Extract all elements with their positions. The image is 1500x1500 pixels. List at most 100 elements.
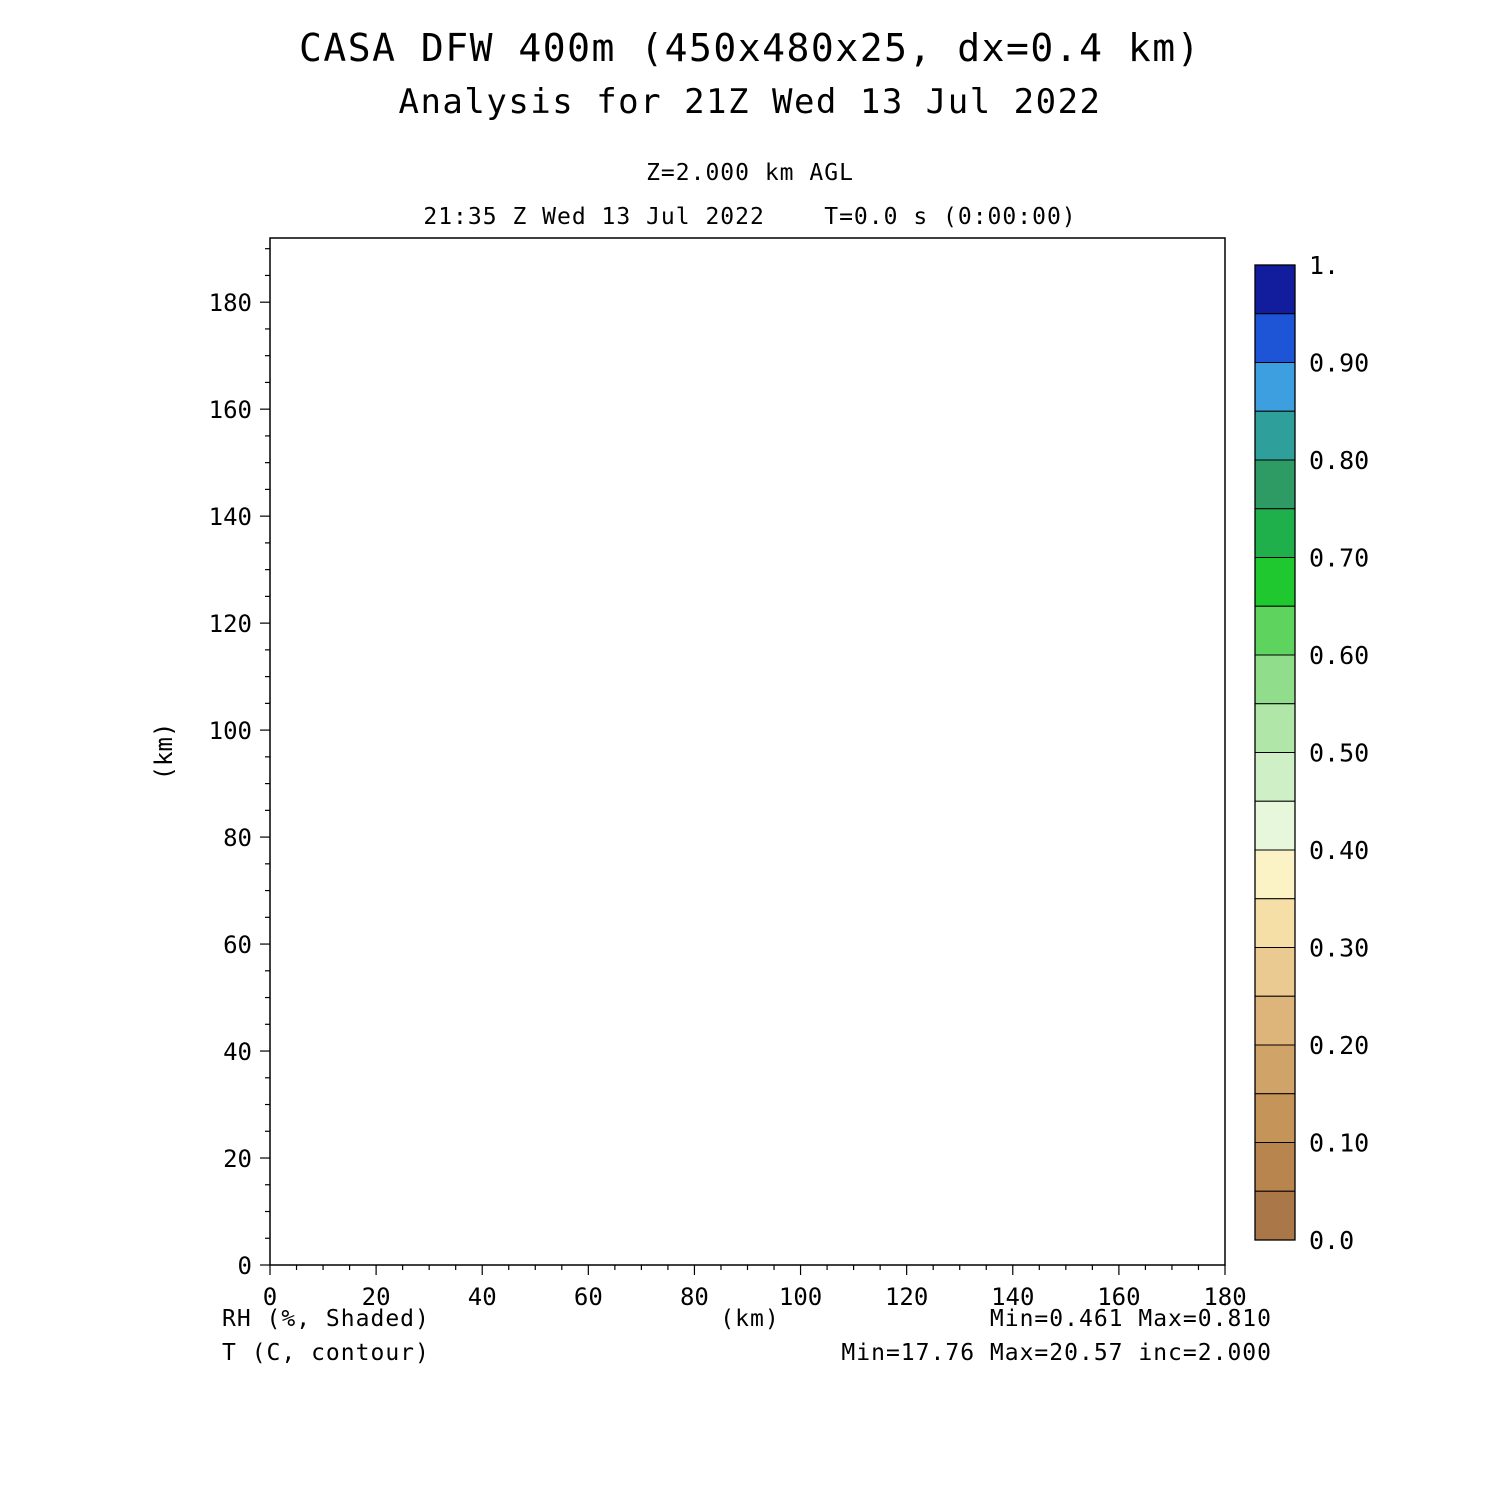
radar-range-circle xyxy=(535,521,970,960)
colorbar-cell xyxy=(1254,313,1296,363)
y-tick-label: 160 xyxy=(209,396,252,424)
station-triangle-marker xyxy=(928,666,939,676)
station-triangle-marker xyxy=(1132,1143,1143,1153)
station-triangle-marker xyxy=(970,434,981,444)
colorbar-tick-label: 0.30 xyxy=(1309,934,1369,963)
time-label: 21:35 Z Wed 13 Jul 2022 T=0.0 s (0:00:00… xyxy=(423,204,1077,230)
station-triangle-marker xyxy=(540,838,551,848)
axes: 0 20 40 60 80 100 120 140 160 180 0 20 40 60 80 100 120 1… xyxy=(150,237,1247,1311)
station-triangle-marker xyxy=(795,300,806,310)
station-triangle-marker xyxy=(715,621,726,631)
station-triangle-marker xyxy=(455,691,466,701)
station-triangle-marker xyxy=(320,1134,331,1144)
colorbar: 1. 0.90 0.80 0.70 0.60 0.50 0.40 0.30 0.20 0.10 0.… xyxy=(1254,251,1369,1255)
colorbar-cell xyxy=(1254,459,1296,510)
shade-region xyxy=(1183,1185,1225,1265)
shade-region xyxy=(270,238,652,286)
station-triangle-marker xyxy=(763,707,774,717)
station-triangle-marker xyxy=(1028,340,1039,350)
station-triangle-marker xyxy=(734,239,745,249)
station-triangle-marker xyxy=(654,1065,665,1075)
colorbar-cell xyxy=(1254,605,1296,656)
x-tick-label: 40 xyxy=(468,1283,497,1311)
colorbar-tick-label: 0.50 xyxy=(1309,739,1369,768)
station-triangle-marker xyxy=(551,787,562,797)
shade-region xyxy=(270,238,801,324)
station-triangle-marker xyxy=(540,1028,551,1038)
x-tick-label: 80 xyxy=(680,1283,709,1311)
station-triangle-marker xyxy=(880,653,891,663)
station-triangle-marker xyxy=(435,786,446,796)
temp-contour-loop xyxy=(675,826,703,869)
station-triangle-marker xyxy=(694,608,705,618)
figure-title: CASA DFW 400m (450x480x25, dx=0.4 km) xyxy=(299,26,1201,70)
station-triangle-marker xyxy=(631,474,642,484)
colorbar-tick-label: 0.80 xyxy=(1309,446,1369,475)
station-triangle-marker xyxy=(426,784,437,794)
station-triangle-marker xyxy=(975,474,986,484)
station-triangle-marker xyxy=(564,265,575,275)
station-triangle-marker xyxy=(609,586,620,596)
colorbar-border xyxy=(1254,264,1296,1241)
shade-region xyxy=(1209,1233,1225,1265)
station-triangle-marker xyxy=(705,656,716,666)
station-triangle-marker xyxy=(519,680,530,690)
station-triangle-marker xyxy=(914,495,925,505)
colorbar-cell xyxy=(1254,410,1296,461)
figure-subtitle: Analysis for 21Z Wed 13 Jul 2022 xyxy=(398,82,1102,122)
station-triangle-marker xyxy=(843,490,854,500)
station-markers xyxy=(320,239,1169,1153)
colorbar-tick-label: 1. xyxy=(1309,251,1339,280)
x-tick-label: 180 xyxy=(1203,1283,1246,1311)
colorbar-cell xyxy=(1254,362,1296,412)
station-triangle-marker xyxy=(954,608,965,618)
station-triangle-marker xyxy=(694,739,705,749)
station-triangle-marker xyxy=(1060,426,1071,436)
colorbar-tick-label: 0.70 xyxy=(1309,544,1369,573)
shade-region xyxy=(281,524,897,1265)
county-line xyxy=(397,1078,514,1265)
station-triangle-marker xyxy=(640,478,651,488)
t-min-max-stats: Min=17.76 Max=20.57 inc=2.000 xyxy=(841,1340,1272,1366)
x-tick-label: 60 xyxy=(574,1283,603,1311)
colorbar-cell xyxy=(1254,1093,1296,1143)
station-triangle-marker xyxy=(699,776,710,786)
colorbar-tick-label: 0.10 xyxy=(1309,1129,1369,1158)
station-triangle-marker xyxy=(827,974,838,984)
shade-region xyxy=(270,238,1225,784)
shade-region xyxy=(393,687,642,922)
station-triangle-marker xyxy=(328,305,339,315)
temp-contour-loop xyxy=(713,706,793,755)
station-triangle-marker xyxy=(617,707,628,717)
station-triangle-marker xyxy=(673,648,684,658)
rh-min-max-stats: Min=0.461 Max=0.810 xyxy=(989,1306,1272,1332)
colorbar-cell xyxy=(1254,752,1296,802)
county-line xyxy=(514,907,737,1078)
colorbar-cell xyxy=(1254,654,1296,705)
station-triangle-marker xyxy=(890,354,901,364)
shade-region xyxy=(323,580,774,1211)
colorbar-tick-label: 0.40 xyxy=(1309,836,1369,865)
x-tick-label: 0 xyxy=(263,1283,277,1311)
station-triangle-marker xyxy=(890,525,901,535)
temperature-contours: 20.0 20.0 20.0 xyxy=(270,259,1225,1227)
county-line xyxy=(270,623,514,906)
station-triangle-marker xyxy=(898,650,909,660)
y-tick-label: 0 xyxy=(238,1252,252,1280)
y-tick-label: 80 xyxy=(223,824,252,852)
shaded-field-label: RH (%, Shaded) xyxy=(222,1306,430,1332)
colorbar-cell xyxy=(1254,800,1296,851)
county-line xyxy=(832,238,1108,623)
temp-contour-label: 20.0 xyxy=(923,726,968,769)
station-triangle-marker xyxy=(906,781,917,791)
colorbar-cell xyxy=(1254,1190,1296,1241)
station-triangle-marker xyxy=(1034,693,1045,703)
level-label: Z=2.000 km AGL xyxy=(646,160,854,186)
shade-region xyxy=(790,330,1225,693)
station-triangle-marker xyxy=(938,554,949,564)
county-line xyxy=(832,623,1044,757)
station-triangle-marker xyxy=(633,979,644,989)
station-triangle-marker xyxy=(649,696,660,706)
radar-range-circle xyxy=(339,773,774,1212)
